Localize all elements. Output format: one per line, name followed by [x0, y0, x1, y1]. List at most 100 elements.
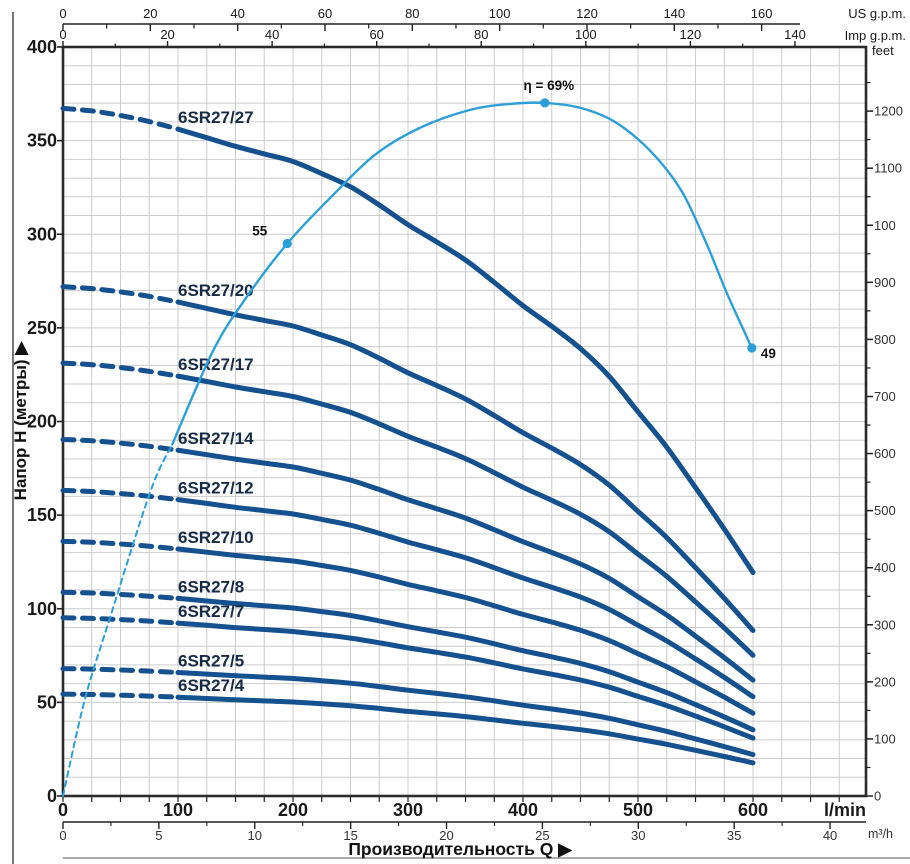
lmin-tick-label: 300 — [393, 800, 423, 820]
us-gpm-unit-label: US g.p.m. — [848, 6, 906, 21]
pump-curve-6SR27/20 — [175, 299, 756, 633]
feet-tick-label: 700 — [874, 389, 896, 404]
head-axis-tick-label: 350 — [27, 131, 57, 151]
m3h-tick-label: 5 — [155, 828, 162, 843]
pump-curve-6SR27/7 — [175, 620, 756, 741]
us-gpm-tick-label: 160 — [751, 6, 773, 21]
head-axis-tick-label: 250 — [27, 318, 57, 338]
pump-curve-6SR27/8 — [175, 595, 756, 733]
imp-gpm-tick-label: 40 — [265, 27, 279, 42]
pump-curve-label: 6SR27/17 — [178, 355, 254, 374]
pump-curve-dashed-6SR27/8 — [60, 589, 181, 601]
m3h-tick-label: 0 — [59, 828, 66, 843]
feet-tick-label: 600 — [874, 446, 896, 461]
pump-curve-6SR27/4 — [175, 694, 756, 766]
efficiency-point — [540, 98, 550, 108]
pump-curve-label: 6SR27/14 — [178, 429, 254, 448]
pump-curve-label: 6SR27/12 — [178, 479, 254, 498]
pump-curve-dashed-6SR27/7 — [60, 615, 181, 626]
feet-unit-label: feet — [872, 43, 894, 58]
pump-curve-6SR27/14 — [175, 447, 756, 683]
pump-curve-dashed-6SR27/4 — [60, 691, 181, 700]
us-gpm-tick-label: 100 — [489, 6, 511, 21]
m3h-tick-label: 30 — [631, 828, 645, 843]
feet-tick-label: 1100 — [874, 161, 902, 176]
head-axis-tick-label: 400 — [27, 37, 57, 57]
feet-tick-label: 400 — [874, 560, 896, 575]
efficiency-annotation: 55 — [252, 224, 268, 239]
x-axis-title: Производительность Q ▶ — [348, 839, 573, 859]
pump-curve-label: 6SR27/27 — [178, 108, 254, 127]
head-axis-tick-label: 100 — [27, 599, 57, 619]
head-axis-tick-label: 200 — [27, 412, 57, 432]
efficiency-curve — [171, 101, 753, 446]
feet-tick-label: 1200 — [874, 104, 903, 119]
us-gpm-tick-label: 20 — [143, 6, 157, 21]
pump-curve-dashed-6SR27/20 — [60, 284, 181, 305]
head-axis-tick-label: 0 — [47, 786, 57, 806]
feet-tick-label: 300 — [874, 617, 896, 632]
us-gpm-tick-label: 140 — [663, 6, 685, 21]
lmin-tick-label: 600 — [738, 800, 768, 820]
lmin-unit-label: l/min — [824, 800, 866, 820]
imp-gpm-tick-label: 80 — [474, 27, 488, 42]
head-axis-tick-label: 150 — [27, 505, 57, 525]
imp-gpm-tick-label: 100 — [575, 27, 597, 42]
m3h-tick-label: 10 — [248, 828, 262, 843]
efficiency-curve-dashed — [62, 443, 174, 797]
m3h-tick-label: 25 — [535, 828, 549, 843]
y-axis-title: Напор H (метры) ▶ — [11, 341, 30, 501]
pump-curve-dashed-6SR27/5 — [60, 666, 181, 675]
imp-gpm-tick-label: 120 — [680, 27, 702, 42]
feet-tick-label: 900 — [874, 275, 896, 290]
us-gpm-tick-label: 80 — [405, 6, 419, 21]
feet-tick-label: 0 — [874, 789, 881, 804]
m3h-tick-label: 15 — [343, 828, 357, 843]
imp-gpm-tick-label: 0 — [59, 27, 66, 42]
pump-curve-6SR27/27 — [175, 126, 756, 575]
pump-curve-dashed-6SR27/12 — [60, 487, 181, 503]
us-gpm-tick-label: 60 — [318, 6, 332, 21]
us-gpm-tick-label: 40 — [230, 6, 244, 21]
feet-tick-label: 100 — [874, 218, 896, 233]
efficiency-point — [747, 343, 757, 353]
head-axis-tick-label: 300 — [27, 224, 57, 244]
pump-curve-6SR27/5 — [175, 670, 756, 758]
pump-curve-label: 6SR27/5 — [178, 652, 244, 671]
pump-curve-6SR27/10 — [175, 546, 756, 716]
m3h-tick-label: 35 — [727, 828, 741, 843]
feet-tick-label: 200 — [874, 674, 896, 689]
pump-curve-label: 6SR27/20 — [178, 281, 254, 300]
imp-gpm-tick-label: 140 — [784, 27, 806, 42]
feet-tick-label: 500 — [874, 503, 896, 518]
imp-gpm-tick-label: 20 — [160, 27, 174, 42]
us-gpm-tick-label: 0 — [59, 6, 66, 21]
pump-curve-dashed-6SR27/10 — [60, 538, 181, 552]
pump-curve-dashed-6SR27/14 — [60, 436, 181, 453]
efficiency-annotation: 49 — [761, 346, 776, 361]
efficiency-annotation: η = 69% — [524, 78, 575, 93]
lmin-tick-label: 500 — [623, 800, 653, 820]
lmin-tick-label: 100 — [163, 800, 193, 820]
pump-curve-6SR27/12 — [175, 497, 756, 700]
lmin-tick-label: 200 — [278, 800, 308, 820]
m3h-unit-label: m³/h — [868, 827, 893, 841]
imp-gpm-unit-label: Imp g.p.m. — [845, 28, 906, 43]
imp-gpm-tick-label: 60 — [369, 27, 383, 42]
lmin-tick-label: 400 — [508, 800, 538, 820]
pump-curve-dashed-6SR27/27 — [60, 105, 181, 132]
pump-curve-label: 6SR27/4 — [178, 676, 245, 695]
m3h-tick-label: 20 — [439, 828, 453, 843]
feet-tick-label: 100 — [874, 731, 896, 746]
us-gpm-tick-label: 120 — [576, 6, 598, 21]
pump-curve-label: 6SR27/8 — [178, 577, 244, 596]
pump-curve-dashed-6SR27/17 — [60, 360, 181, 379]
head-axis-tick-label: 50 — [37, 692, 57, 712]
pump-curve-label: 6SR27/10 — [178, 528, 254, 547]
pump-curve-label: 6SR27/7 — [178, 602, 244, 621]
efficiency-point — [282, 238, 292, 249]
lmin-tick-label: 0 — [58, 800, 68, 820]
pump-curve-6SR27/17 — [175, 373, 756, 658]
